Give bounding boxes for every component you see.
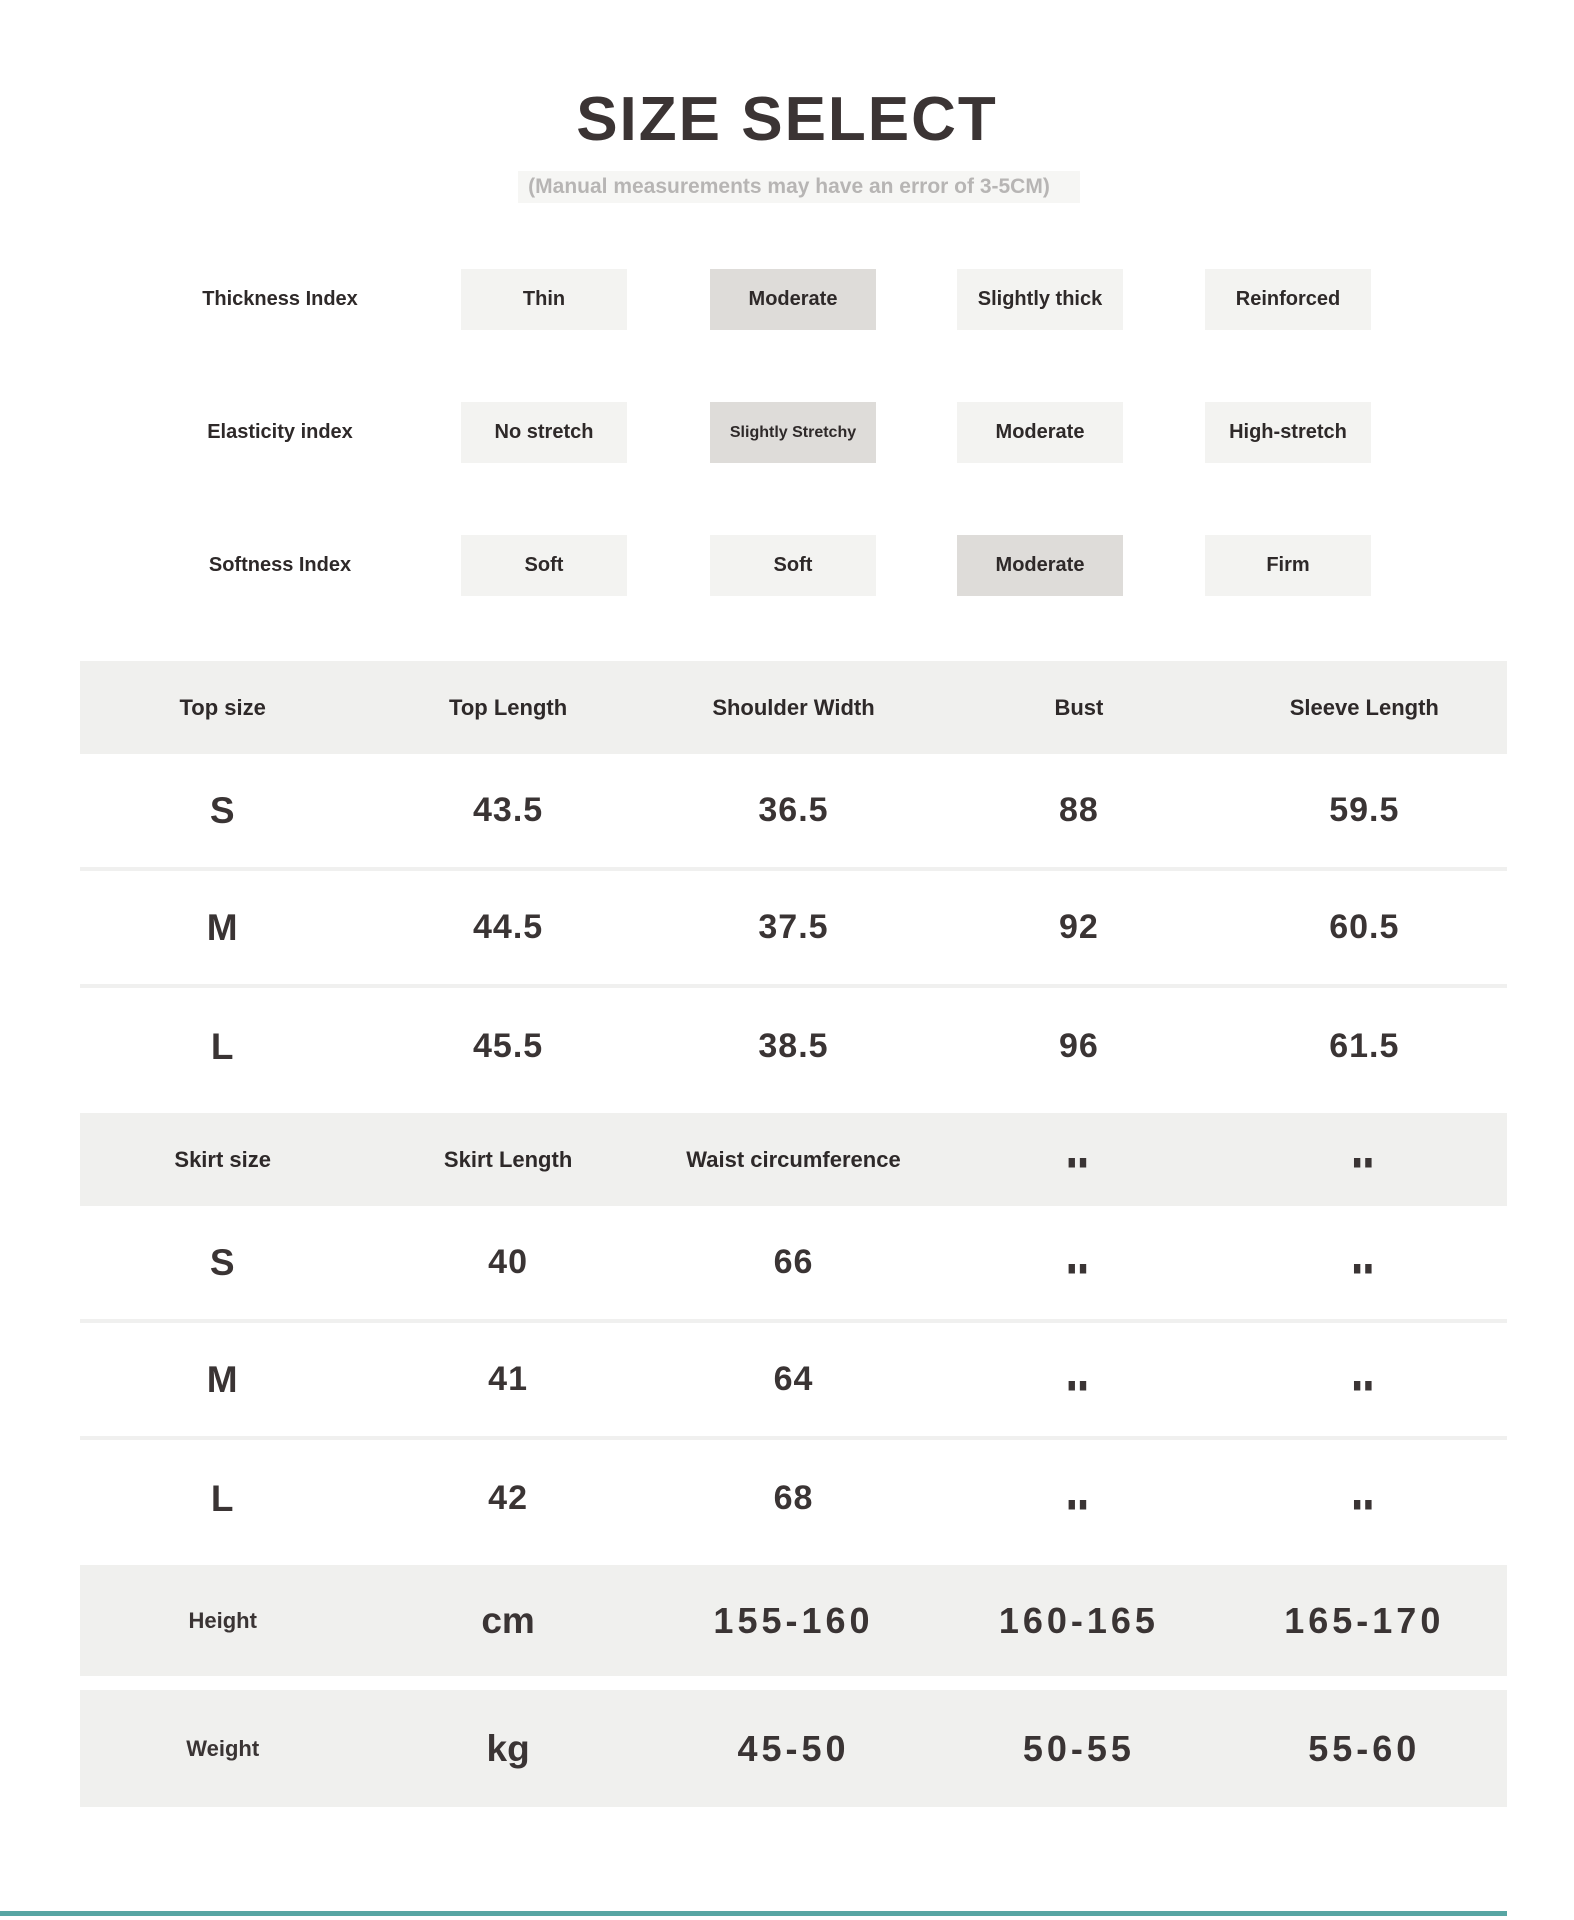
weight-range-s: 45-50: [737, 1727, 850, 1769]
skirt-s-dash-1: --: [1067, 1219, 1091, 1309]
skirt-l-length: 42: [488, 1479, 528, 1517]
skirt-m-length: 41: [488, 1360, 528, 1398]
header-skirt-size: Skirt size: [174, 1146, 271, 1172]
thickness-option-reinforced: Reinforced: [1205, 269, 1371, 330]
index-row-elasticity: Elasticity index No stretch Slightly Str…: [0, 402, 1574, 463]
elasticity-option-high-stretch: High-stretch: [1205, 402, 1371, 463]
top-row-l: L 45.5 38.5 96 61.5: [80, 988, 1507, 1105]
header-dash-1: --: [1067, 1113, 1091, 1203]
header-top-length: Top Length: [449, 694, 568, 720]
index-row-softness: Softness Index Soft Soft Moderate Firm: [0, 535, 1574, 596]
weight-unit: kg: [486, 1727, 530, 1769]
header-sleeve-length: Sleeve Length: [1289, 694, 1439, 720]
skirt-s-size: S: [209, 1241, 236, 1283]
height-range-s: 155-160: [713, 1599, 874, 1641]
thickness-option-moderate-selected: Moderate: [710, 269, 876, 330]
elasticity-option-slightly-stretchy-selected: Slightly Stretchy: [710, 402, 876, 463]
top-l-sleeve: 61.5: [1329, 1027, 1400, 1065]
elasticity-option-no-stretch: No stretch: [461, 402, 627, 463]
header-shoulder-width: Shoulder Width: [712, 694, 875, 720]
softness-index-label: Softness Index: [208, 554, 352, 576]
skirt-row-l: L 42 68 -- --: [80, 1440, 1507, 1557]
skirt-l-dash-1: --: [1067, 1455, 1091, 1545]
skirt-table-header: Skirt size Skirt Length Waist circumfere…: [80, 1113, 1507, 1206]
skirt-l-size: L: [210, 1477, 235, 1519]
top-l-size: L: [210, 1025, 235, 1067]
top-s-shoulder: 36.5: [758, 791, 829, 829]
height-range-l: 165-170: [1284, 1599, 1445, 1641]
top-l-length: 45.5: [473, 1027, 544, 1065]
elasticity-option-moderate: Moderate: [957, 402, 1123, 463]
attribute-indices: Thickness Index Thin Moderate Slightly t…: [0, 269, 1574, 596]
weight-row: Weight kg 45-50 50-55 55-60: [80, 1690, 1507, 1807]
weight-range-m: 50-55: [1022, 1727, 1135, 1769]
thickness-index-label: Thickness Index: [202, 288, 358, 310]
top-m-size: M: [206, 906, 239, 948]
top-m-shoulder: 37.5: [758, 908, 829, 946]
page-subtitle: (Manual measurements may have an error o…: [518, 171, 1080, 203]
skirt-s-waist: 66: [773, 1243, 814, 1281]
skirt-l-dash-2: --: [1352, 1455, 1376, 1545]
softness-option-moderate-selected: Moderate: [957, 535, 1123, 596]
page-subtitle-wrap: (Manual measurements may have an error o…: [0, 171, 1574, 203]
header-skirt-length: Skirt Length: [443, 1146, 573, 1172]
top-m-length: 44.5: [473, 908, 544, 946]
top-m-sleeve: 60.5: [1329, 908, 1400, 946]
height-row: Height cm 155-160 160-165 165-170: [80, 1565, 1507, 1676]
skirt-m-waist: 64: [773, 1360, 814, 1398]
top-row-s: S 43.5 36.5 88 59.5: [80, 754, 1507, 871]
header-waist-circumference: Waist circumference: [686, 1146, 901, 1172]
top-row-m: M 44.5 37.5 92 60.5: [80, 871, 1507, 988]
skirt-m-dash-1: --: [1067, 1336, 1091, 1426]
header-dash-2: --: [1352, 1113, 1376, 1203]
thickness-option-thin: Thin: [461, 269, 627, 330]
top-s-bust: 88: [1058, 791, 1099, 829]
skirt-s-length: 40: [488, 1243, 528, 1281]
height-range-m: 160-165: [998, 1599, 1159, 1641]
softness-option-soft-1: Soft: [461, 535, 627, 596]
skirt-m-size: M: [206, 1358, 239, 1400]
page-title: SIZE SELECT: [576, 85, 998, 154]
softness-option-firm: Firm: [1205, 535, 1371, 596]
header-bust: Bust: [1054, 694, 1104, 720]
skirt-row-s: S 40 66 -- --: [80, 1206, 1507, 1323]
elasticity-index-label: Elasticity index: [207, 421, 353, 443]
top-m-bust: 92: [1058, 908, 1099, 946]
bottom-accent-line: [0, 1911, 1507, 1916]
softness-option-soft-2: Soft: [710, 535, 876, 596]
weight-range-l: 55-60: [1308, 1727, 1421, 1769]
top-table-header: Top size Top Length Shoulder Width Bust …: [80, 661, 1507, 754]
height-unit: cm: [481, 1599, 535, 1641]
thickness-option-slightly-thick: Slightly thick: [957, 269, 1123, 330]
top-s-sleeve: 59.5: [1329, 791, 1400, 829]
skirt-row-m: M 41 64 -- --: [80, 1323, 1507, 1440]
header-top-size: Top size: [179, 694, 266, 720]
size-table: Top size Top Length Shoulder Width Bust …: [80, 661, 1507, 1807]
skirt-l-waist: 68: [773, 1479, 814, 1517]
skirt-s-dash-2: --: [1352, 1219, 1376, 1309]
skirt-m-dash-2: --: [1352, 1336, 1376, 1426]
top-l-shoulder: 38.5: [758, 1027, 829, 1065]
height-label: Height: [188, 1607, 257, 1633]
top-s-size: S: [209, 789, 236, 831]
top-s-length: 43.5: [473, 791, 544, 829]
top-l-bust: 96: [1058, 1027, 1099, 1065]
weight-label: Weight: [186, 1735, 260, 1761]
index-row-thickness: Thickness Index Thin Moderate Slightly t…: [0, 269, 1574, 330]
